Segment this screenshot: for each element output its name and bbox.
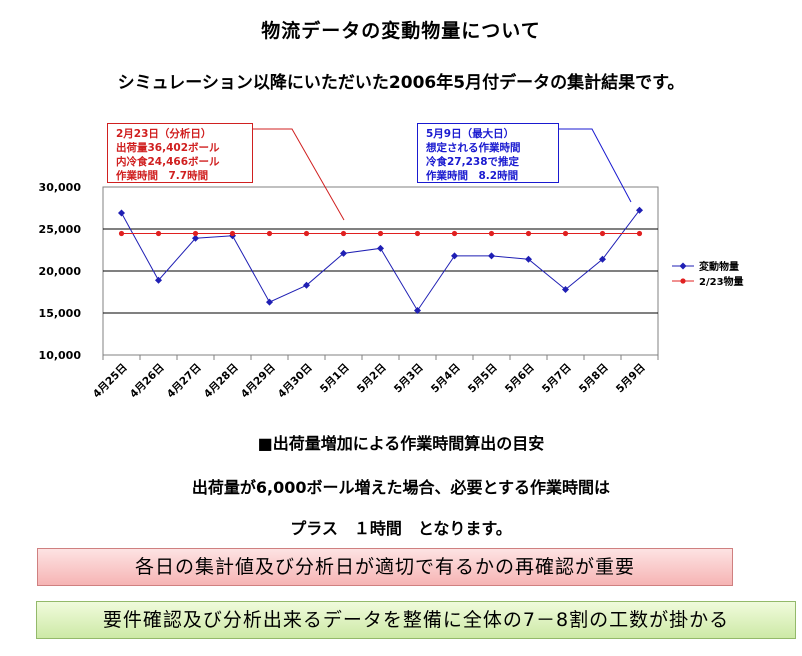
baseline-point — [192, 230, 199, 237]
callout-line: 内冷食24,466ボール — [116, 156, 220, 168]
effort-banner: 要件確認及び分析出来るデータを整備に全体の7－8割の工数が掛かる — [36, 601, 796, 639]
line-chart: 10,000 15,000 20,000 25,000 30,000 4月25日4月26日… — [39, 128, 744, 401]
baseline-point — [599, 230, 606, 237]
volume-point — [303, 281, 310, 289]
legend-label: 変動物量 — [699, 260, 739, 273]
estimate-line-1: 出荷量が6,000ボール増えた場合、必要とする作業時間は — [191, 478, 611, 497]
volume-point — [340, 249, 347, 257]
baseline-point — [155, 230, 162, 237]
x-tick-label: 4月29日 — [239, 362, 278, 401]
legend-label: 2/23物量 — [699, 275, 744, 288]
volume-point — [636, 206, 643, 214]
x-tick-label: 5月2日 — [355, 362, 389, 396]
baseline-point — [414, 230, 421, 237]
baseline-point — [118, 230, 125, 237]
x-tick-label: 4月25日 — [91, 362, 130, 401]
estimate-line-2: プラス １時間 となります。 — [290, 519, 512, 538]
max-day-callout: 5月9日（最大日） 想定される作業時間 冷食27,238で推定 作業時間 8.2… — [417, 123, 559, 183]
y-tick-label: 10,000 — [39, 349, 82, 362]
volume-point — [488, 252, 495, 260]
baseline-point — [525, 230, 532, 237]
x-tick-label: 5月7日 — [540, 362, 574, 396]
volume-point — [414, 306, 421, 314]
callout-line: 作業時間 8.2時間 — [426, 170, 519, 182]
x-tick-label: 5月8日 — [577, 362, 611, 396]
legend-marker — [679, 262, 687, 270]
baseline-point — [229, 230, 236, 237]
page-title: 物流データの変動物量について — [261, 20, 541, 42]
volume-point — [192, 234, 199, 242]
baseline-point — [636, 230, 643, 237]
x-tick-label: 5月3日 — [392, 362, 426, 396]
baseline-point — [340, 230, 347, 237]
baseline-point — [377, 230, 384, 237]
x-tick-label: 4月28日 — [202, 362, 241, 401]
callout-line: 冷食27,238で推定 — [426, 156, 520, 168]
volume-point — [377, 244, 384, 252]
x-tick-label: 4月30日 — [276, 362, 315, 401]
baseline-point — [488, 230, 495, 237]
y-tick-label: 20,000 — [39, 265, 82, 278]
legend-marker — [680, 278, 686, 284]
x-tick-label: 5月5日 — [466, 362, 500, 396]
section-heading: ■出荷量増加による作業時間算出の目安 — [257, 434, 545, 453]
baseline-point — [266, 230, 273, 237]
volume-point — [451, 252, 458, 260]
x-tick-label: 5月4日 — [429, 362, 463, 396]
baseline-point — [562, 230, 569, 237]
y-tick-label: 15,000 — [39, 307, 82, 320]
recheck-banner: 各日の集計値及び分析日が適切で有るかの再確認が重要 — [37, 548, 733, 586]
volume-point — [155, 276, 162, 284]
callout-line: 5月9日（最大日） — [426, 128, 515, 140]
page-subtitle: シミュレーション以降にいただいた2006年5月付データの集計結果です。 — [117, 73, 685, 93]
x-tick-label: 4月26日 — [128, 362, 167, 401]
volume-point — [562, 285, 569, 293]
callout-line: 想定される作業時間 — [426, 142, 521, 154]
y-tick-label: 30,000 — [39, 181, 82, 194]
x-tick-label: 5月6日 — [503, 362, 537, 396]
y-tick-label: 25,000 — [39, 223, 82, 236]
baseline-point — [451, 230, 458, 237]
baseline-point — [303, 230, 310, 237]
callout-line: 2月23日（分析日） — [116, 128, 212, 140]
analysis-day-leader — [253, 128, 345, 221]
max-day-leader — [559, 128, 632, 203]
x-tick-label: 4月27日 — [165, 362, 204, 401]
volume-point — [266, 298, 273, 306]
x-tick-label: 5月9日 — [614, 362, 648, 396]
volume-point — [599, 255, 606, 263]
x-tick-label: 5月1日 — [318, 362, 352, 396]
volume-point — [525, 255, 532, 263]
analysis-day-callout: 2月23日（分析日） 出荷量36,402ボール 内冷食24,466ボール 作業時… — [107, 123, 253, 183]
callout-line: 作業時間 7.7時間 — [116, 170, 209, 182]
callout-line: 出荷量36,402ボール — [116, 142, 220, 154]
volume-point — [118, 209, 125, 217]
